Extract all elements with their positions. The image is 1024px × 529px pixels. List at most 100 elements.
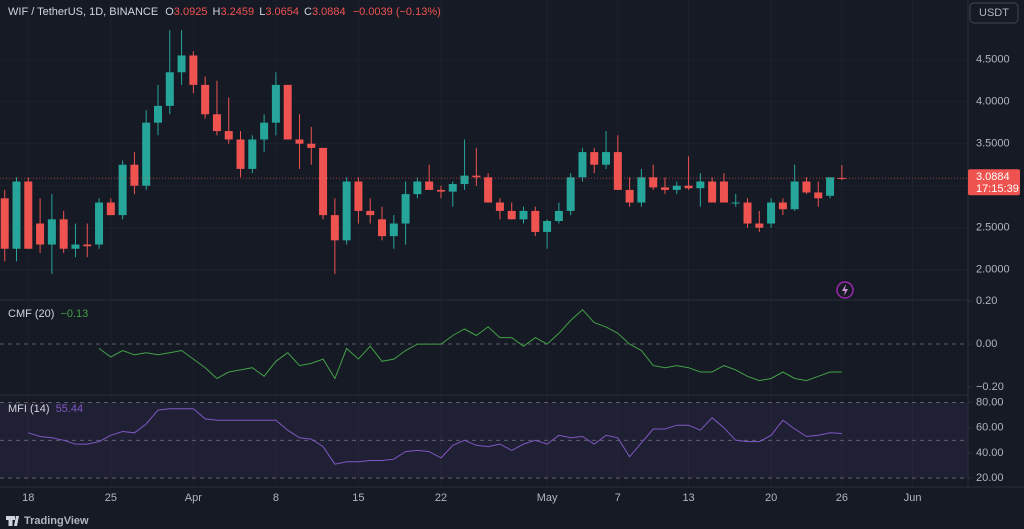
candle-body	[413, 181, 422, 195]
x-tick-label: Jun	[904, 492, 922, 504]
candle-body	[790, 181, 799, 210]
y-tick-label: −0.20	[976, 381, 1004, 393]
y-tick-label: 4.5000	[976, 54, 1010, 66]
candle-body	[389, 223, 398, 237]
candle-body	[283, 84, 292, 140]
candle-body	[295, 139, 304, 144]
candle-body	[354, 181, 363, 211]
candle-body	[743, 202, 752, 224]
l-label: L	[259, 6, 265, 18]
candle-body	[625, 189, 634, 203]
candle-body	[95, 202, 104, 245]
y-tick-label: 60.00	[976, 422, 1004, 434]
candle-body	[660, 187, 669, 190]
y-tick-label: 40.00	[976, 447, 1004, 459]
candle-body	[47, 219, 56, 245]
candle-body	[153, 105, 162, 123]
candle-body	[531, 210, 540, 232]
y-tick-label: 80.00	[976, 396, 1004, 408]
legend: WIF / TetherUS, 1D, BINANCE O3.0925 H3.2…	[8, 6, 441, 18]
candle-body	[189, 55, 198, 85]
candle-body	[378, 219, 387, 237]
candle-body	[755, 223, 764, 228]
x-tick-label: 13	[682, 492, 694, 504]
candle-body	[36, 223, 45, 245]
x-tick-label: May	[537, 492, 558, 504]
x-tick-label: 25	[105, 492, 117, 504]
alert-icon[interactable]	[836, 281, 854, 299]
c-label: C	[304, 6, 312, 18]
candle-body	[425, 181, 434, 190]
candle-body	[649, 177, 658, 188]
candle-body	[543, 221, 552, 232]
h-label: H	[213, 6, 221, 18]
open: 3.0925	[174, 6, 208, 18]
candle-body	[307, 143, 316, 148]
indicator-line	[28, 408, 842, 465]
candle-body	[507, 210, 516, 220]
price-tag-label: 3.0884	[976, 171, 1010, 183]
candle-body	[165, 72, 174, 106]
grid	[0, 300, 972, 479]
indicator-line	[98, 308, 842, 382]
y-tick-label: 0.20	[976, 295, 997, 307]
x-tick-label: 15	[352, 492, 364, 504]
candle-body	[495, 202, 504, 211]
y-tick-label: 2.5000	[976, 222, 1010, 234]
candle-body	[224, 131, 233, 140]
candle-body	[719, 181, 728, 203]
candle-body	[177, 55, 186, 73]
currency-box[interactable]	[969, 2, 1019, 24]
close: 3.0884	[312, 6, 346, 18]
brand-name: TradingView	[24, 515, 89, 527]
x-tick-label: 7	[615, 492, 621, 504]
candle-body	[24, 181, 33, 249]
candle-body	[12, 181, 21, 249]
candle-body	[472, 175, 481, 178]
high: 3.2459	[220, 6, 254, 18]
candle-body	[106, 202, 115, 216]
indicator-value: 55.44	[56, 403, 84, 415]
x-tick-label: 18	[22, 492, 34, 504]
candle-body	[814, 192, 823, 199]
x-tick-label: 8	[273, 492, 279, 504]
brand: TradingView	[6, 515, 89, 527]
candle-body	[83, 244, 92, 247]
candle-body	[118, 164, 127, 216]
candle-body	[684, 185, 693, 189]
candle-body	[837, 177, 846, 179]
candle-body	[236, 139, 245, 169]
y-tick-label: 2.0000	[976, 264, 1010, 276]
candle-body	[519, 210, 528, 220]
candle-body	[554, 210, 563, 222]
candle-body	[778, 202, 787, 210]
alert-bolt[interactable]	[842, 284, 848, 296]
candle-body	[271, 84, 280, 123]
change: −0.0039 (−0.13%)	[353, 6, 441, 18]
candle-body	[330, 215, 339, 241]
price-tag	[968, 169, 1020, 196]
o-label: O	[165, 6, 174, 18]
candle-body	[696, 181, 705, 189]
y-tick-label: 0.00	[976, 338, 997, 350]
indicator-legend: CMF (20) −0.13	[8, 308, 88, 320]
low: 3.0654	[265, 6, 299, 18]
candle-body	[767, 202, 776, 224]
indicator-legend: MFI (14) 55.44	[8, 403, 83, 415]
candle-body	[460, 175, 469, 185]
candle-body	[71, 244, 80, 249]
candle-body	[342, 181, 351, 241]
candle-body	[590, 152, 599, 165]
currency[interactable]: USDT	[979, 7, 1009, 19]
candle-body	[248, 139, 257, 169]
currency-button[interactable]: USDT	[969, 2, 1019, 24]
candle-body	[602, 152, 611, 165]
candle-body	[0, 198, 9, 249]
countdown: 17:15:39	[976, 183, 1019, 195]
x-tick-label: Apr	[185, 492, 202, 504]
y-tick-label: 3.5000	[976, 138, 1010, 150]
candle-body	[566, 177, 575, 211]
alert-circle[interactable]	[836, 281, 854, 299]
